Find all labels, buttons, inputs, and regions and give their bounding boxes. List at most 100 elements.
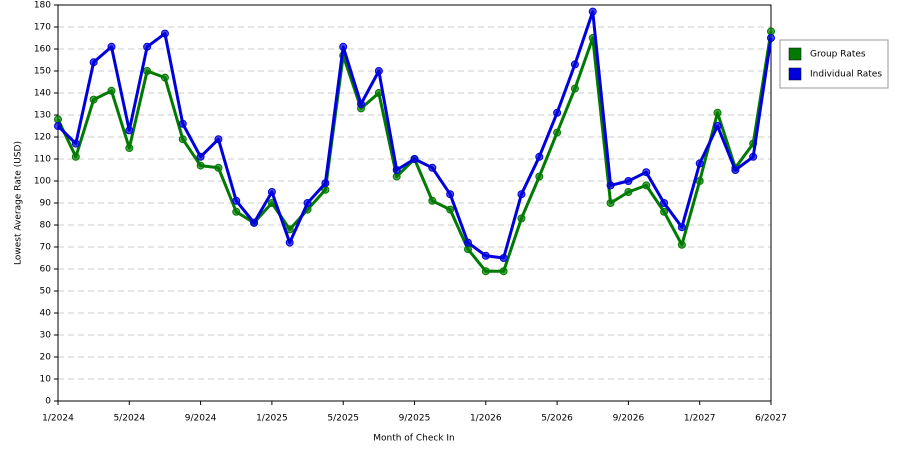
data-point <box>71 152 80 161</box>
data-point <box>321 179 330 188</box>
data-point <box>749 152 758 161</box>
data-point <box>214 135 223 144</box>
y-tick-label: 10 <box>40 375 52 385</box>
data-point <box>232 207 241 216</box>
data-point <box>107 86 116 95</box>
x-tick-label: 1/2027 <box>684 414 716 424</box>
data-point <box>517 214 526 223</box>
data-point <box>713 122 722 130</box>
data-point <box>713 108 722 117</box>
data-point <box>285 238 294 247</box>
data-point <box>89 58 98 67</box>
data-point <box>660 199 669 207</box>
data-point <box>125 144 134 152</box>
data-point <box>517 190 526 199</box>
data-point <box>410 155 419 163</box>
y-tick-label: 150 <box>34 67 51 77</box>
data-point <box>499 267 508 276</box>
y-tick-label: 20 <box>40 353 52 363</box>
y-tick-label: 30 <box>40 331 52 341</box>
data-point <box>463 245 472 254</box>
legend: Group Rates Individual Rates <box>779 39 889 89</box>
x-tick-label: 1/2025 <box>256 414 288 424</box>
data-point <box>392 172 401 181</box>
data-point <box>89 95 98 104</box>
data-point <box>553 128 562 137</box>
data-point <box>250 218 259 227</box>
data-point <box>178 135 187 144</box>
data-point <box>642 181 651 190</box>
y-tick-label: 160 <box>34 45 51 55</box>
data-point <box>535 152 544 161</box>
data-point <box>374 67 383 75</box>
data-point <box>267 188 276 196</box>
data-point <box>232 196 241 205</box>
data-point <box>499 254 508 262</box>
data-point <box>107 42 116 51</box>
series-line <box>56 31 773 273</box>
y-tick-label: 100 <box>34 177 51 187</box>
data-point <box>677 240 686 249</box>
data-point <box>446 190 455 199</box>
y-tick-label: 40 <box>40 309 52 319</box>
legend-box <box>779 39 889 89</box>
y-tick-label: 60 <box>40 265 52 275</box>
y-tick-label: 180 <box>34 1 51 11</box>
y-tick-label: 0 <box>45 397 51 407</box>
data-point <box>143 67 152 75</box>
x-axis-title: Month of Check In <box>373 434 455 444</box>
y-tick-label: 50 <box>40 287 52 297</box>
x-tick-label: 1/2026 <box>470 414 502 424</box>
data-point <box>767 34 775 42</box>
legend-swatch <box>788 67 802 81</box>
data-point <box>71 139 80 148</box>
data-point <box>428 163 437 172</box>
x-tick-label: 5/2026 <box>541 414 573 424</box>
y-axis-title: Lowest Average Rate (USD) <box>14 141 24 265</box>
legend-label: Group Rates <box>810 50 866 60</box>
x-tick-label: 9/2025 <box>399 414 431 424</box>
data-point <box>677 223 686 232</box>
y-tick-label: 120 <box>34 133 51 143</box>
y-tick-label: 90 <box>40 199 52 209</box>
data-point <box>196 152 205 161</box>
data-point <box>660 207 669 216</box>
data-point <box>481 267 490 276</box>
data-point <box>160 73 169 82</box>
data-point <box>339 42 348 51</box>
data-point <box>767 27 775 36</box>
data-point <box>54 115 62 124</box>
legend-label: Individual Rates <box>810 70 882 80</box>
data-point <box>357 100 366 108</box>
data-point <box>303 199 312 207</box>
y-tick-label: 80 <box>40 221 52 231</box>
x-tick-label: 9/2024 <box>185 414 217 424</box>
data-point <box>535 172 544 181</box>
data-point <box>463 238 472 247</box>
y-tick-label: 170 <box>34 23 51 33</box>
data-point <box>481 251 490 260</box>
x-tick-label: 9/2026 <box>613 414 645 424</box>
x-tick-label: 5/2025 <box>327 414 359 424</box>
x-tick-label: 1/2024 <box>42 414 74 424</box>
x-tick-label: 6/2027 <box>755 414 787 424</box>
data-point <box>178 119 187 128</box>
legend-swatch <box>788 47 802 61</box>
data-point <box>624 177 633 185</box>
data-point <box>446 205 455 214</box>
data-point <box>428 196 437 205</box>
data-point <box>642 168 651 177</box>
series-line <box>56 10 773 260</box>
data-point <box>160 29 169 38</box>
x-tick-label: 5/2024 <box>113 414 145 424</box>
y-tick-label: 140 <box>34 89 51 99</box>
data-point <box>606 199 615 207</box>
data-point <box>588 7 597 16</box>
data-point <box>143 42 152 51</box>
data-point <box>570 84 579 93</box>
data-point <box>214 163 223 172</box>
data-point <box>553 108 562 117</box>
data-point <box>125 126 134 135</box>
data-point <box>570 60 579 69</box>
